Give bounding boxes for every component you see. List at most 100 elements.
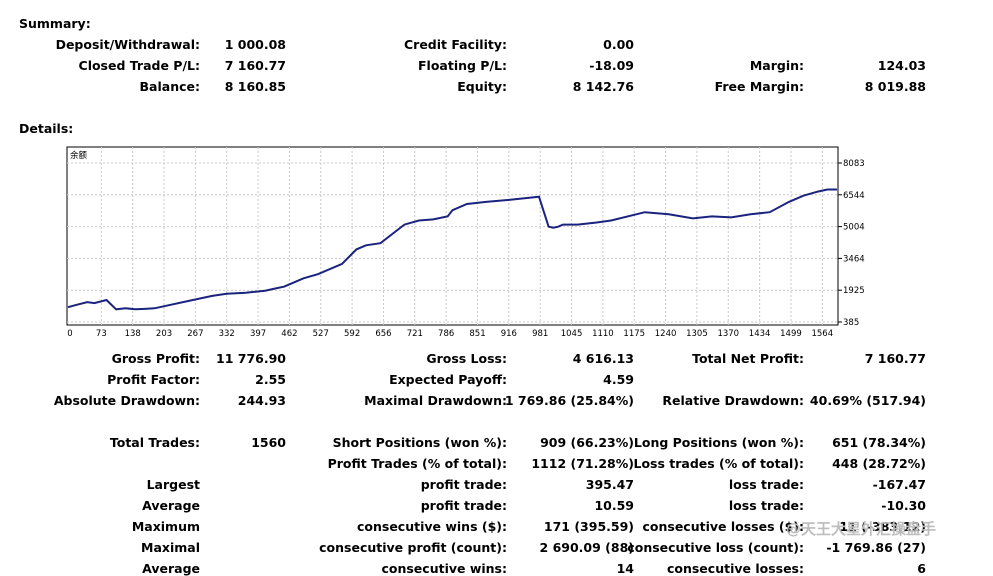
trades-label-loss-trades: Loss trades (% of total): (633, 456, 804, 471)
summary-label-equity: Equity: (457, 79, 507, 94)
trades-label-largest-profit: profit trade: (420, 477, 507, 492)
trades-value-consecutive-loss-count: -1 769.86 (27) (826, 540, 926, 555)
trades-value-consecutive-profit-count: 2 690.09 (88) (539, 540, 634, 555)
summary-value-credit: 0.00 (603, 37, 634, 52)
stat-label-gross-loss: Gross Loss: (426, 351, 507, 366)
chart-x-tick-label: 786 (438, 329, 454, 339)
trades-label-consecutive-wins-dollar: consecutive wins ($): (356, 519, 507, 534)
chart-x-tick-label: 1370 (717, 329, 739, 339)
chart-title: 余额 (70, 150, 88, 161)
trades-value-consecutive-wins-dollar: 171 (395.59) (543, 519, 634, 534)
stat-label-maximal-drawdown: Maximal Drawdown: (364, 393, 507, 408)
trades-label-consecutive-losses-dollar: consecutive losses ($): (642, 519, 804, 534)
trades-value-profit-trades: 1112 (71.28%) (531, 456, 634, 471)
trades-label-avg-consecutive-wins: consecutive wins: (381, 561, 507, 576)
summary-value-closed-pl: 7 160.77 (224, 58, 286, 73)
chart-x-tick-label: 1499 (780, 329, 802, 339)
chart-x-tick-label: 332 (219, 329, 235, 339)
trades-label-consecutive-loss-count: consecutive loss (count): (627, 540, 804, 555)
details-title: Details: (19, 121, 74, 136)
trades-label-consecutive-profit-count: consecutive profit (count): (319, 540, 507, 555)
chart-x-tick-label: 1434 (749, 329, 771, 339)
trades-value-average-profit: 10.59 (594, 498, 634, 513)
stat-value-total-net-profit: 7 160.77 (864, 351, 926, 366)
chart-x-tick-label: 1564 (811, 329, 833, 339)
stat-value-gross-loss: 4 616.13 (572, 351, 634, 366)
watermark: @天王大星外汇操盘手 (786, 520, 937, 538)
trades-label-profit-trades: Profit Trades (% of total): (327, 456, 507, 471)
chart-x-tick-label: 0 (67, 329, 72, 339)
summary-value-free-margin: 8 019.88 (864, 79, 926, 94)
summary-value-floating-pl: -18.09 (589, 58, 634, 73)
chart-plot-area (66, 146, 839, 326)
stat-value-maximal-drawdown: 1 769.86 (25.84%) (504, 393, 634, 408)
trades-value-short-positions: 909 (66.23%) (540, 435, 634, 450)
trades-value-loss-trades: 448 (28.72%) (832, 456, 926, 471)
stat-value-relative-drawdown: 40.69% (517.94) (809, 393, 926, 408)
trades-value-average-loss: -10.30 (881, 498, 926, 513)
trades-value-largest-profit: 395.47 (585, 477, 634, 492)
trades-value-long-positions: 651 (78.34%) (832, 435, 926, 450)
chart-x-tick-label: 203 (156, 329, 172, 339)
stat-label-gross-profit: Gross Profit: (111, 351, 200, 366)
summary-label-closed-pl: Closed Trade P/L: (78, 58, 200, 73)
trades-label-average-loss: loss trade: (728, 498, 804, 513)
trades-value-consecutive-losses-dollar: 11 (-383.12) (839, 519, 926, 534)
stat-label-total-net-profit: Total Net Profit: (692, 351, 804, 366)
chart-x-tick-label: 1240 (655, 329, 677, 339)
chart-x-tick-label: 527 (313, 329, 329, 339)
chart-y-ticks: 8083 6544 5004 3464 1925 385 (838, 159, 865, 328)
trades-value-largest-loss: -167.47 (872, 477, 926, 492)
chart-x-tick-label: 267 (187, 329, 203, 339)
trades-label-average-consecutive: Average (142, 561, 200, 576)
summary-label-deposit: Deposit/Withdrawal: (55, 37, 200, 52)
chart-x-tick-label: 916 (501, 329, 517, 339)
chart-x-tick-label: 592 (344, 329, 360, 339)
chart-y-tick-label: 3464 (843, 254, 865, 264)
summary-label-credit: Credit Facility: (403, 37, 507, 52)
chart-x-tick-label: 656 (375, 329, 391, 339)
chart-x-tick-label: 397 (250, 329, 266, 339)
chart-x-tick-label: 138 (125, 329, 141, 339)
trades-value-total: 1560 (251, 435, 286, 450)
chart-y-tick-label: 1925 (843, 286, 865, 296)
stat-value-absolute-drawdown: 244.93 (237, 393, 286, 408)
summary-title: Summary: (19, 16, 91, 31)
chart-x-tick-label: 721 (407, 329, 423, 339)
chart-y-tick-label: 8083 (843, 159, 865, 169)
summary-value-margin: 124.03 (877, 58, 926, 73)
stat-label-expected-payoff: Expected Payoff: (389, 372, 507, 387)
chart-x-tick-label: 462 (281, 329, 297, 339)
summary-label-floating-pl: Floating P/L: (418, 58, 507, 73)
trades-label-total: Total Trades: (109, 435, 200, 450)
chart-x-tick-label: 981 (532, 329, 548, 339)
trades-label-largest-loss: loss trade: (728, 477, 804, 492)
summary-value-deposit: 1 000.08 (224, 37, 286, 52)
trades-label-avg-consecutive-losses: consecutive losses: (666, 561, 804, 576)
trades-label-largest: Largest (146, 477, 200, 492)
trades-label-maximal: Maximal (141, 540, 200, 555)
summary-label-balance: Balance: (139, 79, 200, 94)
trades-label-short-positions: Short Positions (won %): (332, 435, 507, 450)
stat-label-relative-drawdown: Relative Drawdown: (662, 393, 804, 408)
chart-y-tick-label: 5004 (843, 223, 865, 233)
chart-x-tick-label: 1175 (623, 329, 645, 339)
summary-label-margin: Margin: (749, 58, 804, 73)
chart-x-ticks: 0 73 138 203 267 332 397 462 527 592 656 721 786 851 9… (67, 329, 833, 339)
stat-label-absolute-drawdown: Absolute Drawdown: (53, 393, 200, 408)
trades-label-average-profit: profit trade: (420, 498, 507, 513)
chart-x-tick-label: 1305 (686, 329, 708, 339)
chart-grid (67, 147, 838, 325)
chart-y-tick-label: 385 (843, 318, 859, 328)
chart-x-tick-label: 73 (96, 329, 107, 339)
summary-label-free-margin: Free Margin: (714, 79, 804, 94)
stat-value-expected-payoff: 4.59 (603, 372, 634, 387)
trades-value-avg-consecutive-wins: 14 (616, 561, 634, 576)
trades-label-maximum: Maximum (131, 519, 200, 534)
stat-value-gross-profit: 11 776.90 (216, 351, 286, 366)
stat-label-profit-factor: Profit Factor: (107, 372, 200, 387)
balance-series-line (67, 188, 837, 311)
chart-x-tick-label: 851 (469, 329, 485, 339)
trades-value-avg-consecutive-losses: 6 (917, 561, 926, 576)
